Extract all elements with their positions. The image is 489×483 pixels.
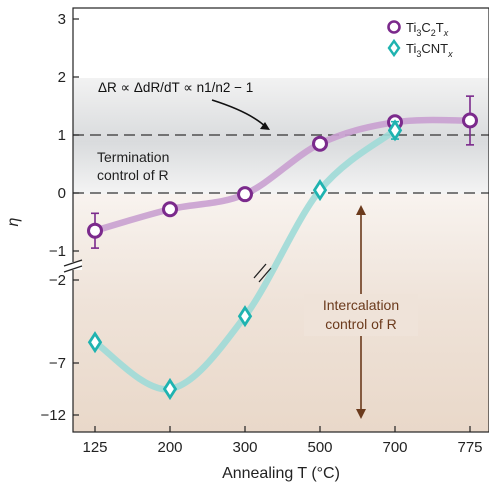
- x-tick-label: 200: [157, 439, 182, 456]
- legend-label-ti3cntx: Ti3CNTx: [406, 41, 453, 59]
- termination-annotation-line2: control of R: [97, 167, 169, 183]
- y-tick-label: 3: [58, 11, 66, 28]
- background-termination-band: [73, 78, 489, 194]
- legend-marker-ti3cntx: [387, 38, 401, 58]
- y-axis-title: η: [5, 217, 22, 226]
- background-intercalation-region: [73, 194, 489, 432]
- termination-annotation-line1: Termination: [97, 149, 169, 165]
- intercalation-annotation-line1: Intercalation: [323, 297, 399, 313]
- x-axis-ticks: 125 200 300 500 700 775: [82, 426, 483, 456]
- legend: Ti3C2Tx Ti3CNTx: [387, 20, 453, 59]
- x-tick-label: 700: [382, 439, 407, 456]
- y-tick-label: −12: [41, 407, 66, 424]
- y-axis-ticks: 3 2 1 0 −1 −2 −7 −12: [41, 11, 79, 424]
- data-point-ti3cntx: [87, 331, 103, 354]
- y-tick-label: −1: [49, 243, 66, 260]
- intercalation-arrow-head-down: [356, 409, 366, 419]
- equation-arrow-head: [260, 122, 270, 130]
- y-tick-label: −2: [49, 272, 66, 289]
- equation-annotation: ΔR ∝ ΔdR/dT ∝ n1/n2 − 1: [98, 80, 253, 95]
- background-upper: [73, 8, 489, 78]
- y-axis-break: [63, 259, 83, 273]
- data-point-ti3cntx: [387, 119, 403, 142]
- equation-arrow: [211, 99, 267, 128]
- x-axis-title: Annealing T (°C): [222, 465, 340, 482]
- y-tick-label: 2: [58, 69, 66, 86]
- legend-marker-ti3c2tx: [387, 20, 401, 34]
- data-point-ti3cntx: [237, 305, 253, 328]
- data-point-ti3c2tx: [87, 222, 103, 239]
- y-tick-label: −7: [49, 355, 66, 372]
- plot-frame: [72, 7, 489, 433]
- x-tick-label: 300: [232, 439, 257, 456]
- intercalation-annotation-line2: control of R: [325, 316, 397, 332]
- legend-label-ti3c2tx: Ti3C2Tx: [406, 20, 449, 38]
- x-tick-label: 125: [82, 439, 107, 456]
- data-point-ti3c2tx: [312, 135, 328, 152]
- intercalation-arrow-head-up: [356, 205, 366, 215]
- y-tick-label: 0: [58, 185, 66, 202]
- data-point-ti3c2tx: [162, 201, 178, 218]
- data-point-ti3c2tx: [237, 186, 253, 203]
- data-point-ti3cntx: [162, 377, 178, 401]
- curve-break-mark: [253, 263, 272, 283]
- data-point-ti3cntx: [312, 179, 328, 202]
- data-point-ti3c2tx: [462, 112, 478, 129]
- y-tick-label: 1: [58, 127, 66, 144]
- x-tick-label: 500: [307, 439, 332, 456]
- x-tick-label: 775: [457, 439, 482, 456]
- data-markers: [87, 95, 478, 401]
